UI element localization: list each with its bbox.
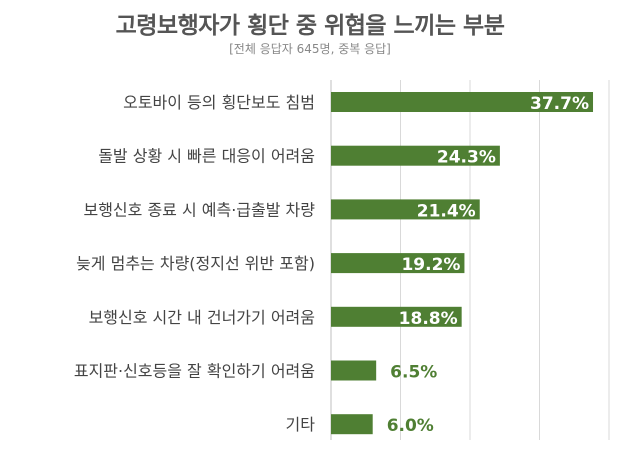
chart-title: 고령보행자가 횡단 중 위협을 느끼는 부분 xyxy=(115,13,505,39)
value-label: 6.5% xyxy=(390,363,437,383)
value-label: 24.3% xyxy=(437,148,496,168)
category-label: 표지판·신호등을 잘 확인하기 어려움 xyxy=(74,362,315,381)
bar xyxy=(331,306,462,327)
bar xyxy=(331,414,373,435)
value-label: 18.8% xyxy=(399,309,458,329)
bar xyxy=(331,145,500,166)
chart-subtitle: [전체 응답자 645명, 중복 응답] xyxy=(229,42,391,56)
bar xyxy=(331,199,480,220)
value-label: 37.7% xyxy=(530,94,589,114)
bar xyxy=(331,92,594,112)
category-label: 오토바이 등의 횡단보도 침범 xyxy=(123,93,315,112)
category-label: 보행신호 종료 시 예측·급출발 차량 xyxy=(83,200,315,219)
category-label: 돌발 상황 시 빠른 대응이 어려움 xyxy=(98,147,315,166)
bar xyxy=(331,360,377,381)
bar xyxy=(331,253,465,274)
category-label: 기타 xyxy=(286,415,316,434)
value-label: 21.4% xyxy=(417,201,476,221)
category-label: 보행신호 시간 내 건너가기 어려움 xyxy=(89,308,315,327)
category-label: 늦게 멈추는 차량(정지선 위반 포함) xyxy=(76,254,315,273)
value-label: 19.2% xyxy=(401,255,460,275)
value-label: 6.0% xyxy=(387,416,434,436)
